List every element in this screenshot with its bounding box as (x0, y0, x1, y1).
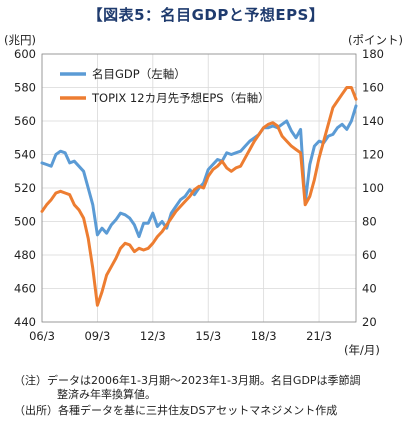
right-tick-label: 100 (362, 181, 384, 195)
right-tick-label: 60 (362, 248, 377, 262)
legend-label-1: 名目GDP（左軸） (92, 67, 186, 81)
x-axis-unit: (年/月) (344, 343, 380, 357)
right-tick-label: 140 (362, 114, 384, 128)
x-tick-label: 12/3 (140, 329, 166, 343)
x-tick-label: 18/3 (251, 329, 277, 343)
series-lines (40, 86, 358, 307)
right-tick-label: 20 (362, 315, 377, 329)
footnote-line-2: 整済み年率換算値。 (57, 388, 156, 401)
left-tick-label: 440 (14, 315, 36, 329)
left-tick-label: 600 (14, 47, 36, 61)
left-tick-label: 520 (14, 181, 36, 195)
footnote-line-1: （注）データは2006年1-3月期～2023年1-3月期。名目GDPは季節調 (14, 374, 361, 387)
legend: 名目GDP（左軸） TOPIX 12カ月先予想EPS（右軸） (60, 67, 270, 105)
chart-title: 【図表5：名目GDPと予想EPS】 (87, 6, 325, 24)
right-tick-label: 80 (362, 215, 377, 229)
right-tick-label: 40 (362, 282, 377, 296)
right-tick-label: 120 (362, 148, 384, 162)
legend-label-2: TOPIX 12カ月先予想EPS（右軸） (91, 91, 270, 105)
x-tick-label: 06/3 (29, 329, 55, 343)
series-line-2 (40, 86, 358, 307)
left-tick-label: 500 (14, 215, 36, 229)
left-tick-label: 560 (14, 114, 36, 128)
left-tick-label: 480 (14, 248, 36, 262)
right-tick-label: 160 (362, 81, 384, 95)
left-tick-label: 540 (14, 148, 36, 162)
x-tick-label: 15/3 (195, 329, 221, 343)
left-tick-label: 580 (14, 81, 36, 95)
x-tick-label: 21/3 (306, 329, 332, 343)
right-axis-unit: (ポイント) (348, 33, 403, 47)
plot-frame (41, 53, 357, 323)
x-tick-label: 09/3 (84, 329, 110, 343)
series-line-1 (40, 104, 358, 239)
right-tick-label: 180 (362, 47, 384, 61)
left-tick-label: 460 (14, 282, 36, 296)
axis-ticks: 440 460 480 500 520 540 560 580 600 20 40 60 80 100 12… (14, 47, 384, 343)
left-axis-unit: (兆円) (4, 33, 36, 47)
source-line: （出所）各種データを基に三井住友DSアセットマネジメント作成 (14, 404, 338, 417)
